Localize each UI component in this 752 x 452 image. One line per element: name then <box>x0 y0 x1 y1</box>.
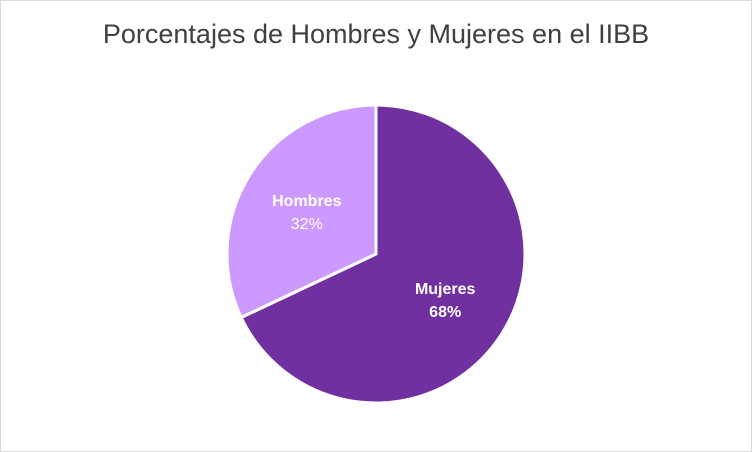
slice-label-hombres: Hombres 32% <box>272 193 341 233</box>
slice-value-label: 32% <box>291 216 323 233</box>
slice-label-mujeres: Mujeres 68% <box>415 281 476 321</box>
pie-slice-mujeres <box>239 103 527 405</box>
pie-slice-hombres <box>225 103 378 319</box>
slice-category-label: Mujeres <box>415 281 476 298</box>
slice-value-label: 68% <box>429 304 461 321</box>
chart-title: Porcentajes de Hombres y Mujeres en el I… <box>102 19 650 49</box>
slice-category-label: Hombres <box>272 193 341 210</box>
